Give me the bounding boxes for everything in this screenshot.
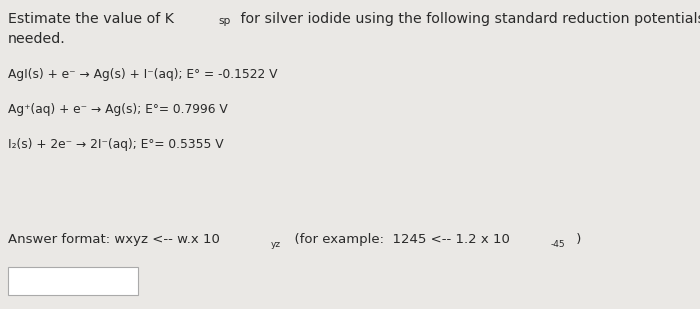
Text: sp: sp	[218, 16, 230, 26]
Text: AgI(s) + e⁻ → Ag(s) + I⁻(aq); E° = -0.1522 V: AgI(s) + e⁻ → Ag(s) + I⁻(aq); E° = -0.15…	[8, 68, 277, 81]
Text: -45: -45	[551, 240, 566, 249]
Text: ): )	[572, 233, 582, 246]
Text: I₂(s) + 2e⁻ → 2I⁻(aq); E°= 0.5355 V: I₂(s) + 2e⁻ → 2I⁻(aq); E°= 0.5355 V	[8, 138, 223, 151]
Text: for silver iodide using the following standard reduction potentials as: for silver iodide using the following st…	[236, 12, 700, 26]
Text: needed.: needed.	[8, 32, 66, 46]
Text: (for example:  1245 <-- 1.2 x 10: (for example: 1245 <-- 1.2 x 10	[286, 233, 510, 246]
Text: Estimate the value of K: Estimate the value of K	[8, 12, 174, 26]
Text: Ag⁺(aq) + e⁻ → Ag(s); E°= 0.7996 V: Ag⁺(aq) + e⁻ → Ag(s); E°= 0.7996 V	[8, 103, 228, 116]
Text: Answer format: wxyz <-- w.x 10: Answer format: wxyz <-- w.x 10	[8, 233, 220, 246]
Text: yz: yz	[271, 240, 281, 249]
